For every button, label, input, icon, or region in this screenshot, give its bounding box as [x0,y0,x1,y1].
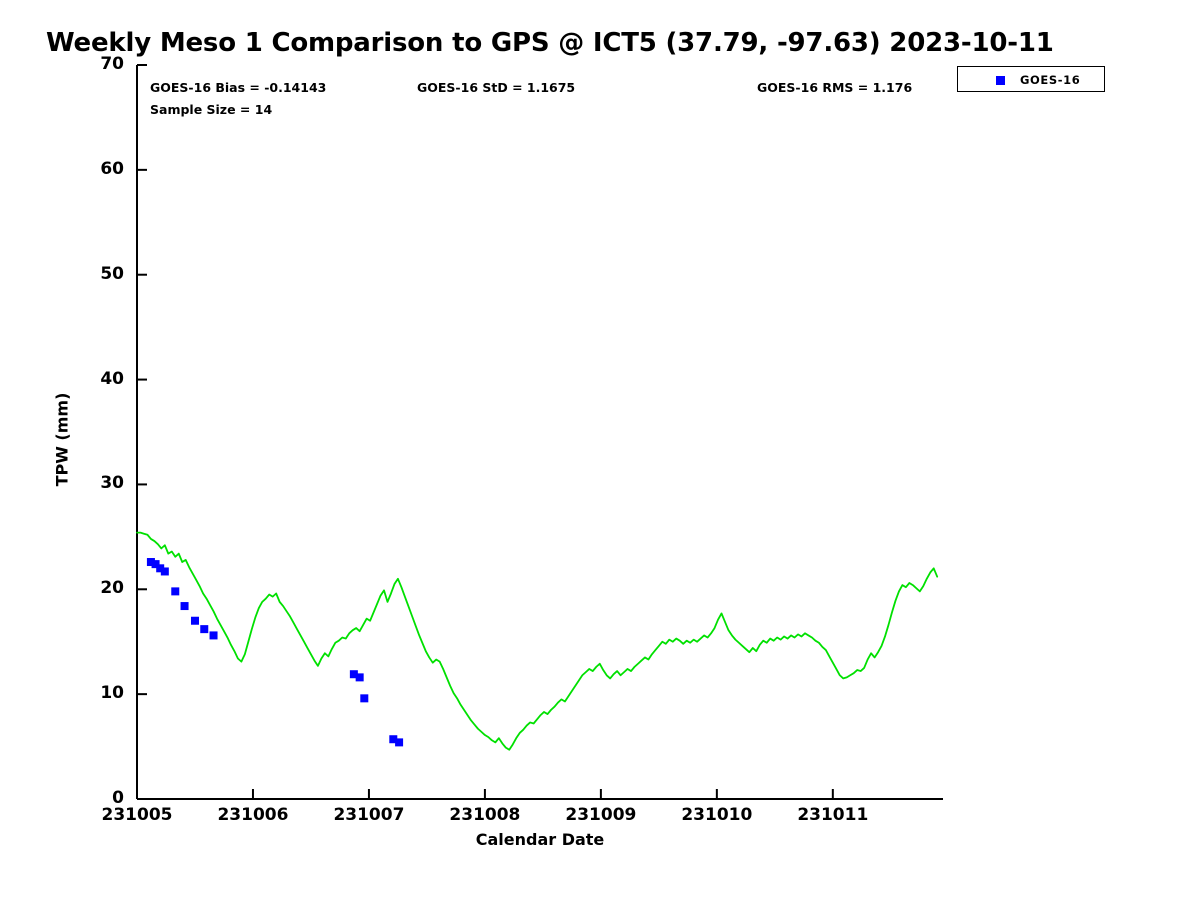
y-tick-label: 10 [100,683,124,704]
stat-sample-size-label: Sample Size = 14 [150,102,273,117]
stat-bias-label: GOES-16 Bias = -0.14143 [150,80,327,95]
x-tick-label: 231006 [217,805,289,825]
y-tick-label: 50 [100,263,124,284]
y-tick-label: 40 [100,368,124,389]
chart-title: Weekly Meso 1 Comparison to GPS @ ICT5 (… [46,28,1054,58]
x-tick-label: 231009 [565,805,637,825]
axis-frame [136,64,943,800]
x-tick-label: 231010 [681,805,753,825]
x-tick-label: 231005 [101,805,173,825]
y-tick-label: 60 [100,158,124,179]
legend: GOES-16 [957,66,1105,92]
y-tick-label: 20 [100,578,124,599]
y-tick-label: 0 [112,788,124,808]
x-tick-label: 231011 [797,805,869,825]
x-tick-label: 231008 [449,805,521,825]
stat-rms-label: GOES-16 RMS = 1.176 [757,80,913,95]
gps-line-series [136,531,939,751]
y-tick-label: 30 [100,473,124,494]
x-tick-label: 231007 [333,805,405,825]
y-tick-label: 70 [100,54,124,74]
legend-marker-goes16 [996,76,1005,85]
stat-std-label: GOES-16 StD = 1.1675 [417,80,576,95]
goes16-scatter-series [146,558,404,747]
legend-label-goes16: GOES-16 [1020,73,1081,87]
x-axis-title: Calendar Date [475,830,605,849]
